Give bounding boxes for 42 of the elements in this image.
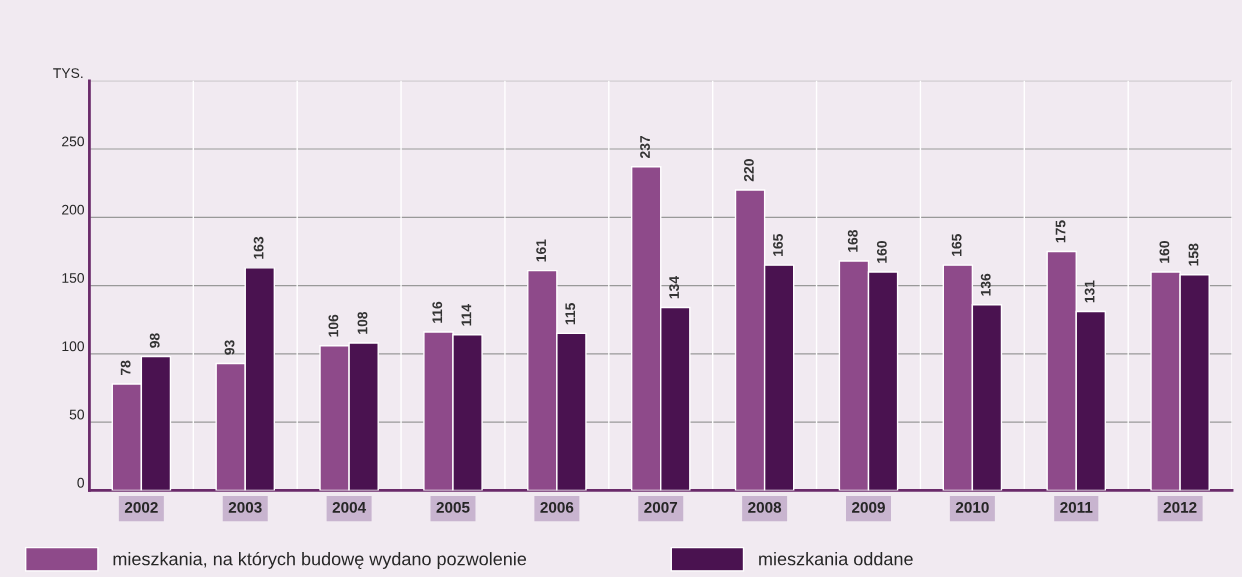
data-label: 136 [980,273,991,296]
x-tick-label: 2003 [228,501,262,513]
x-tick-label: 2010 [955,501,989,513]
data-label: 163 [253,236,264,259]
data-label: 108 [357,311,368,334]
y-tick-label: 150 [62,273,85,283]
data-label: 175 [1055,220,1066,243]
x-tick-label: 2008 [748,501,782,513]
data-label: 78 [120,360,131,376]
data-label: 106 [328,314,339,337]
x-tick-label: 2007 [644,501,678,513]
data-label: 114 [461,304,472,326]
x-tick-label: 2006 [540,501,574,513]
data-label: 165 [951,234,962,256]
x-tick-label: 2004 [332,501,367,513]
x-tick-label: 2009 [852,501,885,513]
y-tick-label: 200 [62,204,85,215]
data-label: 93 [224,340,235,355]
data-label: 115 [565,303,576,325]
legend-label: mieszkania, na których budowę wydano pozwolenie [113,551,527,569]
y-tick-label: 250 [62,136,85,147]
y-tick-label: 50 [69,409,85,420]
data-label: 160 [876,241,887,263]
data-label: 161 [536,239,547,262]
x-tick-label: 2011 [1060,501,1093,513]
x-tick-label: 2005 [436,501,470,513]
y-tick-label: 0 [77,477,85,488]
y-axis-title: TYS. [53,68,83,79]
data-label: 134 [669,276,680,299]
data-label: 237 [640,135,650,158]
x-tick-label: 2002 [124,501,158,513]
x-tick-label: 2012 [1163,501,1197,513]
data-label: 160 [1159,241,1170,263]
data-label: 98 [149,333,160,348]
data-label: 158 [1188,243,1199,266]
data-label: 131 [1084,280,1095,303]
data-label: 165 [773,234,783,256]
data-label: 168 [847,229,858,252]
y-tick-label: 100 [62,341,85,352]
data-label: 116 [432,301,443,323]
data-label: 220 [743,159,754,182]
legend-label: mieszkania oddane [759,552,913,566]
